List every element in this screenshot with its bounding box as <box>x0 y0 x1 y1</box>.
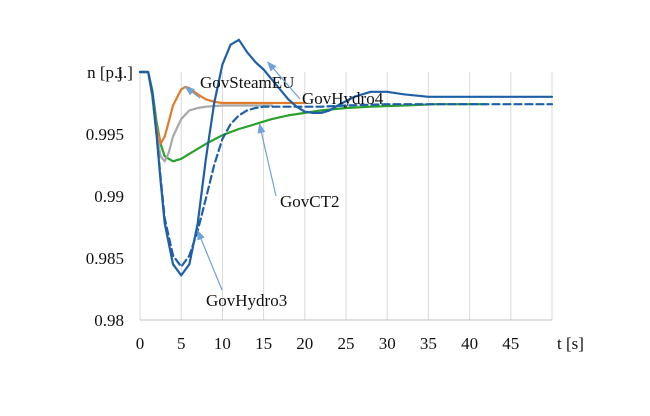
x-tick-label: 5 <box>177 334 186 353</box>
grid <box>139 72 553 321</box>
y-tick-labels: 0.98 0.985 0.99 0.995 1 <box>86 63 124 330</box>
series-line-govct2 <box>138 70 488 163</box>
x-tick-labels: 0 5 10 15 20 25 30 35 40 45 <box>136 334 520 353</box>
annotation-arrow <box>184 86 201 99</box>
annotation-arrow <box>267 61 301 100</box>
annotation-label: GovCT2 <box>280 192 340 211</box>
x-tick-label: 40 <box>461 334 478 353</box>
x-axis-label: t [s] <box>557 334 584 353</box>
annotation-arrow <box>197 229 223 291</box>
series-line-govhydro4 <box>138 38 554 277</box>
annotation-arrow <box>257 123 277 197</box>
x-tick-label: 15 <box>255 334 272 353</box>
y-axis-label: n [p.j.] <box>87 63 133 82</box>
annotation-label: GovHydro3 <box>206 291 287 310</box>
y-tick-label: 0.99 <box>94 187 124 206</box>
series-line-govhydro3 <box>138 70 554 268</box>
y-tick-label: 0.98 <box>94 311 124 330</box>
x-tick-label: 20 <box>296 334 313 353</box>
x-tick-label: 30 <box>379 334 396 353</box>
annotation-label: GovHydro4 <box>302 89 384 108</box>
axes: n [p.j.] t [s] <box>87 63 584 353</box>
y-tick-label: 0.985 <box>86 249 124 268</box>
x-tick-label: 10 <box>214 334 231 353</box>
y-tick-label: 1 <box>116 63 125 82</box>
x-tick-label: 45 <box>502 334 519 353</box>
annotation-label: GovSteamEU <box>200 73 294 92</box>
y-tick-label: 0.995 <box>86 125 124 144</box>
x-tick-label: 0 <box>136 334 145 353</box>
annotations: GovSteamEU GovHydro4 GovCT2 GovHydro3 <box>184 61 384 310</box>
x-tick-label: 25 <box>338 334 355 353</box>
x-tick-label: 35 <box>420 334 437 353</box>
series-lines <box>138 38 554 277</box>
